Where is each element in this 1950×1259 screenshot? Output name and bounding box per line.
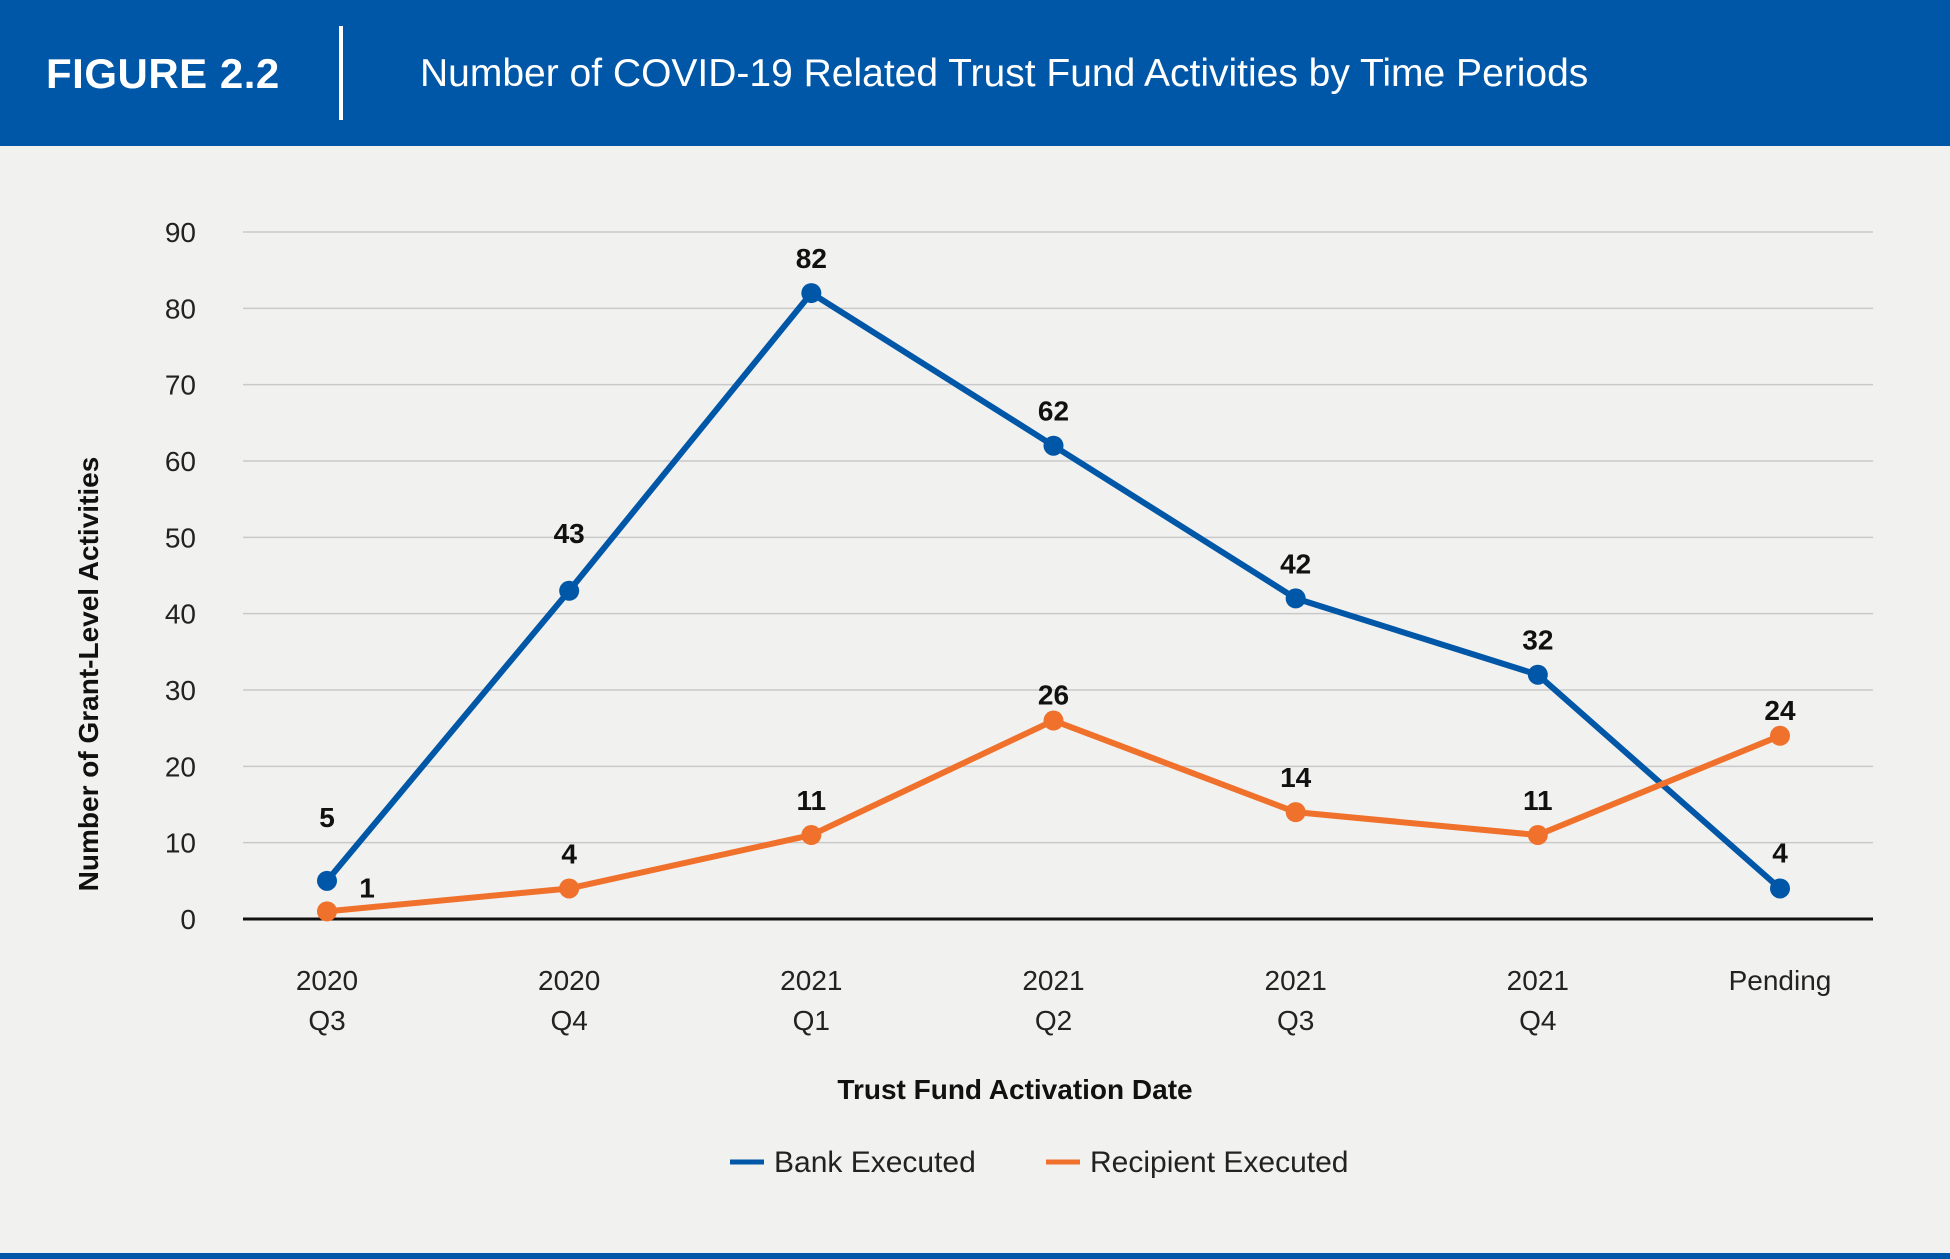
data-label: 62 bbox=[1038, 396, 1069, 427]
x-tick-label-line: 2020 bbox=[538, 965, 600, 996]
data-label: 14 bbox=[1280, 762, 1312, 793]
x-tick-label: Pending bbox=[1729, 965, 1832, 996]
y-tick-label: 40 bbox=[165, 599, 196, 630]
x-tick-label: 2021 Q1 bbox=[780, 965, 842, 1036]
figure-label: FIGURE 2.2 bbox=[46, 50, 280, 97]
legend: Bank Executed Recipient Executed bbox=[730, 1146, 1349, 1179]
figure-header: FIGURE 2.2 Number of COVID-19 Related Tr… bbox=[0, 0, 1950, 146]
x-tick-label: 2020 Q3 bbox=[296, 965, 358, 1036]
y-axis-label: Number of Grant-Level Activities bbox=[73, 457, 104, 892]
x-tick-label-line: Q1 bbox=[793, 1005, 830, 1036]
chart-area: 0 10 20 30 40 50 60 70 80 90 2020 Q3 2020 Q4 2021 Q1 20… bbox=[0, 146, 1950, 1246]
data-point bbox=[1285, 802, 1306, 823]
y-tick-label: 90 bbox=[165, 217, 196, 248]
series-line-recipient-executed bbox=[326, 717, 1782, 915]
data-point bbox=[317, 901, 337, 922]
data-point bbox=[317, 870, 337, 891]
data-label: 11 bbox=[1523, 785, 1553, 816]
legend-label: Bank Executed bbox=[774, 1146, 976, 1179]
x-tick-label: 2021 Q3 bbox=[1265, 965, 1327, 1036]
bottom-rule bbox=[0, 1253, 1950, 1259]
data-point bbox=[1527, 664, 1548, 685]
data-point bbox=[559, 580, 580, 601]
data-label: 24 bbox=[1764, 695, 1796, 726]
x-tick-label: 2020 Q4 bbox=[538, 965, 600, 1036]
y-tick-label: 50 bbox=[165, 522, 196, 553]
gridlines bbox=[243, 231, 1873, 921]
x-tick-label: 2021 Q4 bbox=[1507, 965, 1569, 1036]
x-tick-label-line: Pending bbox=[1729, 965, 1832, 996]
x-tick-label: 2021 Q2 bbox=[1022, 965, 1084, 1036]
x-axis-ticks: 2020 Q3 2020 Q4 2021 Q1 2021 Q2 2021 Q3 2021 Q4 Pend… bbox=[296, 965, 1832, 1036]
y-tick-label: 0 bbox=[180, 904, 196, 935]
x-tick-label-line: Q3 bbox=[1277, 1005, 1314, 1036]
data-label: 11 bbox=[797, 785, 827, 816]
data-label: 5 bbox=[319, 802, 335, 833]
x-axis-label: Trust Fund Activation Date bbox=[837, 1074, 1192, 1105]
data-label: 4 bbox=[1772, 837, 1788, 868]
data-point bbox=[1527, 825, 1548, 846]
data-point bbox=[1043, 435, 1064, 456]
data-point bbox=[1770, 878, 1790, 899]
data-point bbox=[1043, 710, 1064, 731]
x-tick-label-line: Q4 bbox=[550, 1005, 587, 1036]
legend-label: Recipient Executed bbox=[1090, 1146, 1349, 1179]
data-label: 26 bbox=[1038, 680, 1069, 711]
x-tick-label-line: 2021 bbox=[1265, 965, 1327, 996]
data-label: 82 bbox=[796, 243, 827, 274]
y-tick-label: 70 bbox=[165, 370, 196, 401]
data-point bbox=[1770, 725, 1790, 746]
y-tick-label: 20 bbox=[165, 751, 196, 782]
data-point bbox=[1285, 588, 1306, 609]
data-point bbox=[559, 878, 580, 899]
x-tick-label-line: 2021 bbox=[1022, 965, 1084, 996]
data-label: 1 bbox=[359, 872, 375, 903]
y-tick-label: 30 bbox=[165, 675, 196, 706]
data-point bbox=[801, 283, 822, 304]
x-tick-label-line: Q2 bbox=[1035, 1005, 1072, 1036]
series-line-bank-executed bbox=[324, 290, 1782, 891]
x-tick-label-line: 2021 bbox=[780, 965, 842, 996]
data-point bbox=[801, 825, 822, 846]
y-axis-ticks: 0 10 20 30 40 50 60 70 80 90 bbox=[165, 217, 196, 935]
data-label: 32 bbox=[1522, 625, 1553, 656]
x-tick-label-line: Q3 bbox=[308, 1005, 345, 1036]
y-tick-label: 60 bbox=[165, 446, 196, 477]
data-label: 43 bbox=[554, 518, 585, 549]
y-tick-label: 80 bbox=[165, 293, 196, 324]
series-lines bbox=[317, 283, 1790, 922]
x-tick-label-line: 2021 bbox=[1507, 965, 1569, 996]
y-tick-label: 10 bbox=[165, 828, 196, 859]
data-label: 42 bbox=[1280, 548, 1311, 579]
figure-title: Number of COVID-19 Related Trust Fund Ac… bbox=[420, 52, 1589, 95]
x-tick-label-line: 2020 bbox=[296, 965, 358, 996]
header-divider bbox=[339, 26, 343, 120]
data-label: 4 bbox=[561, 838, 577, 869]
x-tick-label-line: Q4 bbox=[1519, 1005, 1556, 1036]
